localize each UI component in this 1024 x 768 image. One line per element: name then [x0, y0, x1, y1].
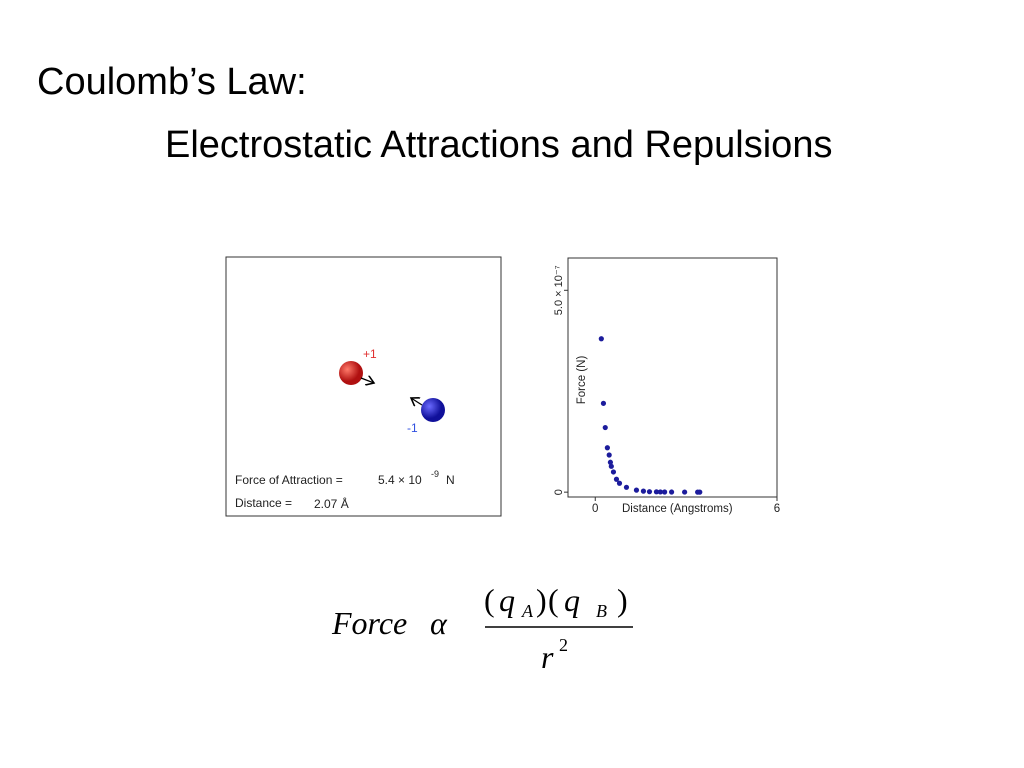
x-axis-label: Distance (Angstroms) [622, 503, 733, 515]
data-point [657, 489, 663, 495]
data-point [602, 424, 608, 431]
anion [421, 398, 445, 422]
x-tick-label: 0 [592, 503, 598, 515]
exponent: 2 [559, 635, 568, 655]
data-point [613, 476, 620, 482]
distance-symbol: r [541, 639, 554, 675]
paren: ) [536, 582, 547, 618]
charge-label: +1 [363, 347, 377, 361]
data-point [606, 452, 612, 458]
y-tick-label: 0 [553, 489, 565, 495]
title-line: Electrostatic Attractions and Repulsions [165, 124, 832, 166]
data-point [662, 489, 668, 495]
paren: ( [548, 582, 559, 618]
charge-symbol: q [499, 582, 515, 618]
x-tick-label: 6 [774, 503, 780, 515]
formula: Force α ( q A ) ( q B ) r 2 [331, 582, 633, 675]
data-point [610, 469, 617, 475]
y-axis-label: Force (N) [576, 356, 588, 405]
distance-label: Distance = [235, 496, 292, 510]
data-point [604, 445, 610, 451]
formula-lhs: Force [331, 605, 407, 641]
plot-frame [567, 257, 778, 498]
data-point [623, 484, 630, 490]
data-point [608, 463, 614, 469]
data-point [668, 489, 675, 495]
data-point [646, 489, 653, 495]
cation [339, 361, 363, 385]
data-point [653, 489, 660, 495]
data-point [697, 489, 703, 495]
force-unit: N [446, 473, 455, 487]
subscript: B [596, 601, 607, 621]
subscript: A [521, 601, 534, 621]
data-point [600, 400, 607, 406]
force-label: Force of Attraction = [235, 473, 343, 487]
force-value: 5.4 × 10 [378, 473, 422, 487]
y-tick-label: 5.0 × 10⁻⁷ [553, 265, 565, 315]
title-line: Coulomb’s Law: [37, 61, 307, 103]
panel-frame [225, 256, 502, 517]
data-point [598, 336, 604, 342]
force-arrow [411, 398, 423, 405]
data-point [633, 487, 640, 493]
paren: ) [617, 582, 628, 618]
data-point [607, 459, 614, 465]
data-point [640, 488, 647, 494]
simulation-panel: +1 -1 Force of Attraction = 5.4 × 10 -9 … [225, 256, 502, 517]
charge-label: -1 [407, 421, 418, 435]
force-arrow [360, 378, 374, 383]
data-point [616, 480, 623, 486]
paren: ( [484, 582, 495, 618]
charge-symbol: q [564, 582, 580, 618]
force-chart: Distance (Angstroms) Force (N) 0 6 0 5.0 × … [553, 257, 780, 515]
formula-symbol: α [430, 605, 448, 641]
force-exponent: -9 [431, 469, 439, 479]
data-point [682, 489, 688, 495]
distance-value: 2.07 Å [314, 496, 349, 511]
